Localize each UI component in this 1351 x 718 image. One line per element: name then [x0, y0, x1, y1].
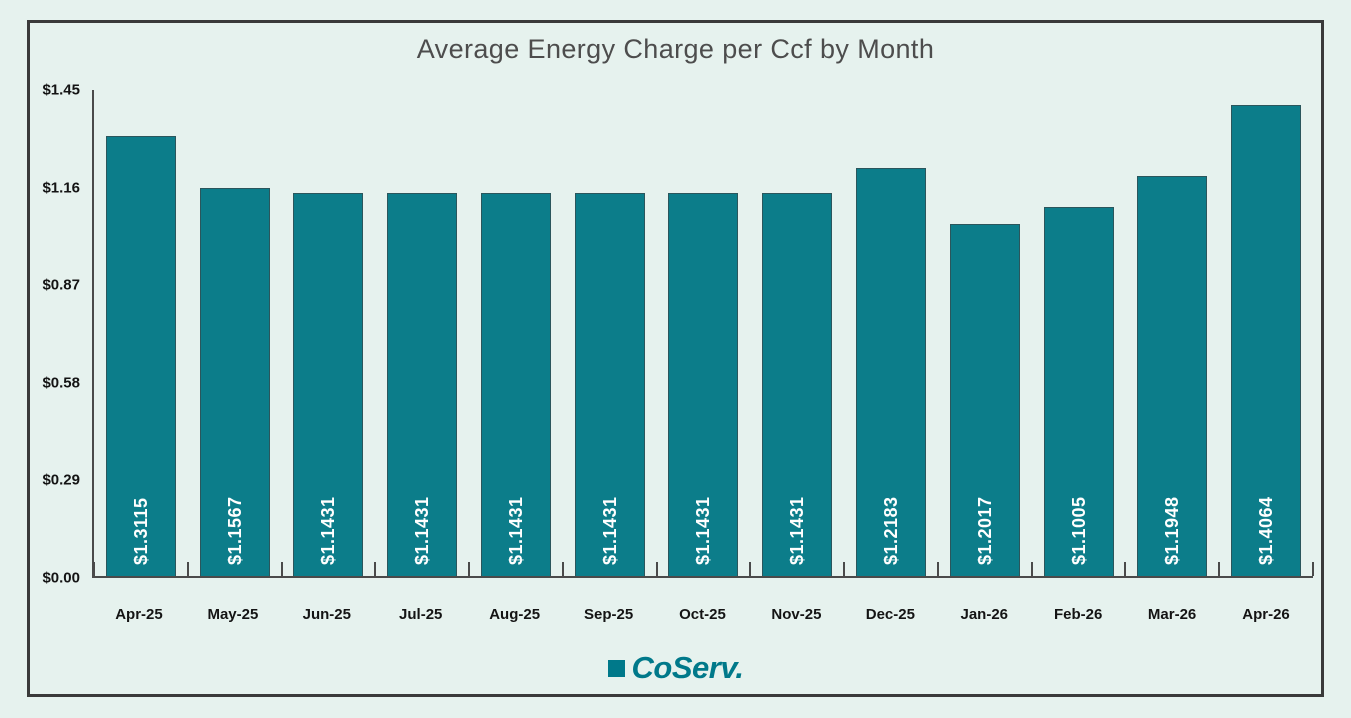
x-axis-label-jan-26: Jan-26: [960, 606, 1009, 623]
bar-jan-26: $1.2017: [949, 224, 1020, 576]
bar-may-25: $1.1567: [199, 188, 270, 576]
bar-value-label: $1.1431: [599, 496, 620, 565]
bar-value-label: $1.1431: [412, 496, 433, 565]
bar-slot-aug-25: $1.1431: [469, 90, 563, 576]
bar-slot-apr-26: $1.4064: [1219, 90, 1313, 576]
x-axis-label-may-25: May-25: [207, 606, 259, 623]
bar-slot-jul-25: $1.1431: [375, 90, 469, 576]
x-axis-label-apr-25: Apr-25: [115, 606, 163, 623]
bar-mar-26: $1.1948: [1137, 175, 1208, 576]
y-axis-tick-label: $0.87: [42, 276, 80, 294]
bar-value-label: $1.1431: [318, 496, 339, 565]
bar-value-label: $1.1567: [224, 496, 245, 565]
x-axis-label-dec-25: Dec-25: [865, 606, 915, 623]
x-axis-label-apr-26: Apr-26: [1242, 606, 1290, 623]
y-axis-labels: $0.00 $0.29 $0.58 $0.87 $1.16 $1.45: [24, 82, 80, 587]
bar-value-label: $1.1431: [693, 496, 714, 565]
bar-jul-25: $1.1431: [387, 192, 458, 576]
bar-sep-25: $1.1431: [574, 192, 645, 576]
x-axis-tick: [1124, 562, 1127, 576]
coserv-logo-text: CoServ.: [631, 650, 744, 685]
bar-slot-jun-25: $1.1431: [282, 90, 376, 576]
bar-value-label: $1.1431: [505, 496, 526, 565]
bar-slot-feb-26: $1.1005: [1032, 90, 1126, 576]
bar-value-label: $1.2183: [881, 496, 901, 565]
x-axis-label-aug-25: Aug-25: [489, 606, 541, 623]
bar-series: $1.3115 $1.1567 $1.1431 $1.1431 $1.1431 $1.14…: [94, 90, 1313, 576]
bar-value-label: $1.2017: [974, 496, 995, 565]
coserv-logo-square-icon: [607, 659, 625, 677]
x-axis-tick: [749, 562, 752, 576]
y-axis-tick-label: $0.00: [42, 569, 80, 587]
x-axis-tick: [936, 562, 939, 576]
bar-value-label: $1.4064: [1256, 496, 1277, 565]
y-axis-tick-label: $1.45: [42, 81, 80, 99]
x-axis-tick: [374, 562, 377, 576]
bar-slot-may-25: $1.1567: [188, 90, 282, 576]
x-axis-tick: [561, 562, 564, 576]
bar-feb-26: $1.1005: [1043, 207, 1114, 576]
x-axis-label-mar-26: Mar-26: [1147, 606, 1197, 623]
bar-oct-25: $1.1431: [668, 192, 739, 576]
chart-title: Average Energy Charge per Ccf by Month: [416, 34, 935, 64]
bar-slot-nov-25: $1.1431: [750, 90, 844, 576]
x-axis-tick: [655, 562, 658, 576]
bar-slot-sep-25: $1.1431: [563, 90, 657, 576]
bar-apr-25: $1.3115: [105, 136, 176, 576]
x-axis-tick: [280, 562, 283, 576]
bar-slot-oct-25: $1.1431: [657, 90, 751, 576]
x-axis-tick: [93, 562, 95, 576]
chart-frame: [27, 20, 1324, 697]
plot-area: $1.3115 $1.1567 $1.1431 $1.1431 $1.1431 $1.14…: [92, 90, 1314, 578]
bar-slot-mar-26: $1.1948: [1125, 90, 1219, 576]
x-axis-tick: [1030, 562, 1033, 576]
bar-dec-25: $1.2183: [856, 167, 926, 576]
coserv-logo: CoServ.: [0, 650, 1351, 686]
y-axis-tick-label: $0.58: [42, 374, 80, 392]
bar-jun-25: $1.1431: [293, 192, 364, 576]
bar-slot-jan-26: $1.2017: [938, 90, 1032, 576]
x-axis-label-oct-25: Oct-25: [679, 606, 726, 623]
x-axis-tick: [468, 562, 471, 576]
bar-value-label: $1.1005: [1068, 496, 1089, 565]
bar-value-label: $1.1948: [1162, 496, 1183, 565]
x-axis-tick: [186, 562, 189, 576]
y-axis-tick-label: $1.16: [42, 179, 80, 197]
x-axis-tick: [1218, 562, 1221, 576]
bar-slot-dec-25: $1.2183: [844, 90, 938, 576]
y-axis-tick-label: $0.29: [42, 471, 80, 489]
x-axis-label-jun-25: Jun-25: [302, 606, 351, 623]
x-axis-tick: [1312, 562, 1314, 576]
bar-apr-26: $1.4064: [1231, 104, 1302, 576]
bar-value-label: $1.1431: [787, 496, 808, 565]
x-axis-label-feb-26: Feb-26: [1054, 606, 1103, 623]
x-axis-label-jul-25: Jul-25: [399, 606, 443, 623]
bar-slot-apr-25: $1.3115: [94, 90, 188, 576]
x-axis-tick: [843, 562, 846, 576]
bar-aug-25: $1.1431: [480, 192, 551, 576]
x-axis-labels: Apr-25 May-25 Jun-25 Jul-25 Aug-25 Sep-25 Oct-…: [92, 606, 1313, 623]
x-axis-label-sep-25: Sep-25: [583, 606, 634, 623]
bar-value-label: $1.3115: [130, 497, 151, 565]
bar-nov-25: $1.1431: [762, 192, 833, 576]
x-axis-label-nov-25: Nov-25: [771, 606, 822, 623]
